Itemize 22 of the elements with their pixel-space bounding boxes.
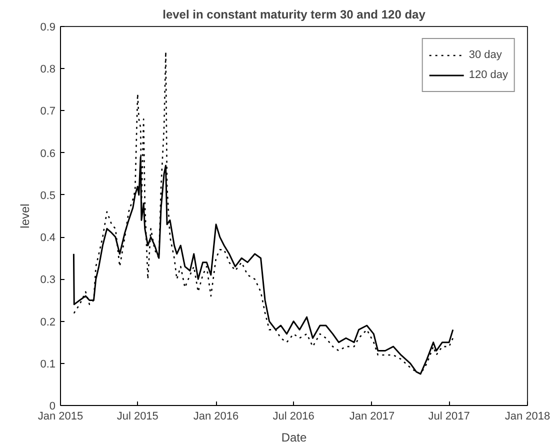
legend-label: 30 day — [468, 49, 502, 61]
chart-title: level in constant maturity term 30 and 120 day — [162, 8, 426, 22]
x-tick-label: Jan 2017 — [349, 410, 395, 422]
x-tick-label: Jan 2018 — [504, 410, 550, 422]
x-tick-label: Jul 2017 — [428, 410, 470, 422]
y-tick-label: 0.9 — [40, 22, 56, 34]
x-tick-label: Jul 2016 — [272, 410, 314, 422]
y-tick-label: 0.5 — [40, 190, 56, 202]
y-tick-label: 0.7 — [40, 106, 56, 118]
y-tick-label: 0.8 — [40, 64, 56, 76]
y-tick-label: 0.4 — [40, 232, 56, 244]
y-tick-label: 0.6 — [40, 148, 56, 160]
y-tick-label: 0.1 — [40, 358, 56, 370]
x-tick-label: Jul 2015 — [116, 410, 158, 422]
y-tick-label: 0.2 — [40, 316, 56, 328]
legend-label: 120 day — [468, 69, 508, 81]
x-tick-label: Jan 2015 — [38, 410, 84, 422]
y-axis-title: level — [18, 204, 32, 228]
y-tick-label: 0 — [49, 400, 56, 412]
y-tick-label: 0.3 — [40, 274, 56, 286]
x-tick-label: Jan 2016 — [193, 410, 239, 422]
x-axis-title: Date — [281, 430, 307, 444]
